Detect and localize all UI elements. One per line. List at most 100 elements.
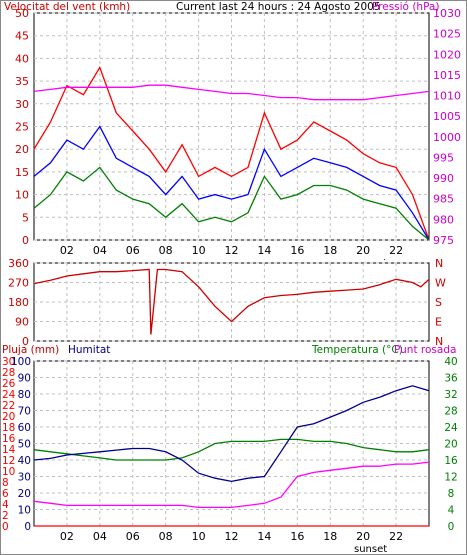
direction-y-tick-label: 90 xyxy=(15,316,29,329)
humidity-x-tick-label: 04 xyxy=(93,530,107,543)
humidity-y-tick-label: 80 xyxy=(18,389,31,401)
pressure-y-tick-label: 980 xyxy=(433,213,454,226)
rain-y-tick-label: 4 xyxy=(2,499,9,511)
dewpoint-series-line xyxy=(33,461,430,509)
pressure-y-tick-label: 985 xyxy=(433,193,454,206)
temperature-y-tick-label: 32 xyxy=(444,389,457,401)
humidity-x-tick-label: 20 xyxy=(356,530,370,543)
average-series-line xyxy=(33,125,430,241)
rain-y-tick-label: 6 xyxy=(2,488,9,500)
humidity-y-tick-label: 20 xyxy=(18,488,31,500)
wind-x-tick-label: 04 xyxy=(93,244,107,257)
wind-y-tick-label: 10 xyxy=(15,189,29,202)
rain-axis-label: Pluja (mm) xyxy=(2,344,59,356)
humidity-x-tick-label: 06 xyxy=(126,530,140,543)
rain-y-tick-label: 24 xyxy=(2,389,16,401)
temperature-y-tick-label: 40 xyxy=(444,356,457,368)
wind-y-tick-label: 35 xyxy=(15,75,29,88)
wind-y-tick-label: 25 xyxy=(15,121,29,134)
wind-x-tick-label: 20 xyxy=(356,244,370,257)
direction-series-line xyxy=(33,268,430,335)
temperature-y-tick-label: 8 xyxy=(448,488,455,500)
wind-x-tick-label: 06 xyxy=(126,244,140,257)
pressure-axis-label: Pressió (hPa) xyxy=(372,1,439,13)
temperature-y-tick-label: 36 xyxy=(444,373,458,385)
humidity-x-tick-label: 18 xyxy=(323,530,337,543)
temperature-y-tick-label: 4 xyxy=(448,505,455,517)
humidity-y-tick-label: 30 xyxy=(18,472,31,484)
humidity-x-tick-label: 12 xyxy=(225,530,239,543)
compass-label: E xyxy=(435,316,442,329)
wind-x-tick-label: 14 xyxy=(257,244,271,257)
humidity-x-tick-label: 16 xyxy=(290,530,304,543)
humidity-x-tick-label: 02 xyxy=(60,530,74,543)
rain-y-tick-label: 0 xyxy=(2,521,9,533)
rain-y-tick-label: 20 xyxy=(2,411,15,423)
temperature-y-tick-label: 16 xyxy=(444,455,458,467)
dewpoint-label: Punt rosada xyxy=(394,344,456,356)
humidity-y-tick-label: 40 xyxy=(18,455,31,467)
wind-x-tick-label: 22 xyxy=(389,244,403,257)
chart-title: Current last 24 hours : 24 Agosto 2005 xyxy=(176,1,381,13)
temperature-y-tick-label: 12 xyxy=(444,472,457,484)
wind-y-tick-label: 20 xyxy=(15,143,29,156)
wind-x-tick-label: 02 xyxy=(60,244,74,257)
pressure-y-tick-label: 1010 xyxy=(433,90,461,103)
rain-y-tick-label: 26 xyxy=(2,378,16,390)
direction-y-tick-label: 270 xyxy=(8,277,29,290)
direction-y-tick-label: 180 xyxy=(8,296,29,309)
pressure-y-tick-label: 1005 xyxy=(433,110,461,123)
wind-y-tick-label: 5 xyxy=(22,211,29,224)
wind-y-tick-label: 0 xyxy=(22,234,29,247)
rain-y-tick-label: 30 xyxy=(2,356,15,368)
pressure-y-tick-label: 990 xyxy=(433,172,454,185)
wind-y-tick-label: 45 xyxy=(15,30,29,43)
wind-x-tick-label: 12 xyxy=(225,244,239,257)
wind-x-tick-label: 08 xyxy=(159,244,173,257)
humidity-x-tick-label: 10 xyxy=(192,530,206,543)
wind-y-tick-label: 15 xyxy=(15,166,29,179)
rain-y-tick-label: 2 xyxy=(2,510,9,522)
pressure-y-tick-label: 1020 xyxy=(433,48,461,61)
temperature-y-tick-label: 24 xyxy=(444,422,458,434)
rain-y-tick-label: 16 xyxy=(2,433,16,445)
plot-area xyxy=(33,360,430,527)
humidity-y-tick-label: 70 xyxy=(18,406,31,418)
humidity-y-tick-label: 50 xyxy=(18,439,31,451)
rain-y-tick-label: 12 xyxy=(2,455,15,467)
humidity-y-tick-label: 0 xyxy=(24,521,31,533)
wind-y-tick-label: 30 xyxy=(15,98,29,111)
pressure-y-tick-label: 1015 xyxy=(433,69,461,82)
humidity-axis-label: Humitat xyxy=(68,344,110,356)
compass-label: W xyxy=(435,277,446,290)
rain-y-tick-label: 18 xyxy=(2,422,15,434)
temperature-series-line xyxy=(33,438,430,461)
wind-y-tick-label: 40 xyxy=(15,52,29,65)
wind-y-tick-label: 50 xyxy=(15,7,29,20)
direction-y-tick-label: 0 xyxy=(22,335,29,348)
pressure-y-tick-label: 995 xyxy=(433,151,454,164)
rain-y-tick-label: 14 xyxy=(2,444,16,456)
wind-sunset-label: sunset xyxy=(354,258,387,260)
humidity-series-line xyxy=(33,385,430,483)
pressure-y-tick-label: 975 xyxy=(433,234,454,247)
pressure-series-line xyxy=(33,84,430,101)
direction-y-tick-label: 360 xyxy=(8,258,29,270)
pressure-y-tick-label: 1025 xyxy=(433,28,461,41)
temperature-y-tick-label: 28 xyxy=(444,406,457,418)
humidity-y-tick-label: 10 xyxy=(18,505,31,517)
humidity-y-tick-label: 100 xyxy=(11,356,31,368)
gust-series-line xyxy=(33,65,430,241)
temperature-axis-label: Temperatura (°C) xyxy=(311,344,403,356)
minimum-series-line xyxy=(33,166,430,241)
compass-label: S xyxy=(435,296,442,309)
pressure-y-tick-label: 1000 xyxy=(433,131,461,144)
wind-left-axis-label: Velocitat del vent (kmh) xyxy=(4,1,130,13)
humidity-y-tick-label: 60 xyxy=(18,422,31,434)
humidity-x-tick-label: 08 xyxy=(159,530,173,543)
rain-y-tick-label: 10 xyxy=(2,466,15,478)
temperature-y-tick-label: 0 xyxy=(448,521,455,533)
